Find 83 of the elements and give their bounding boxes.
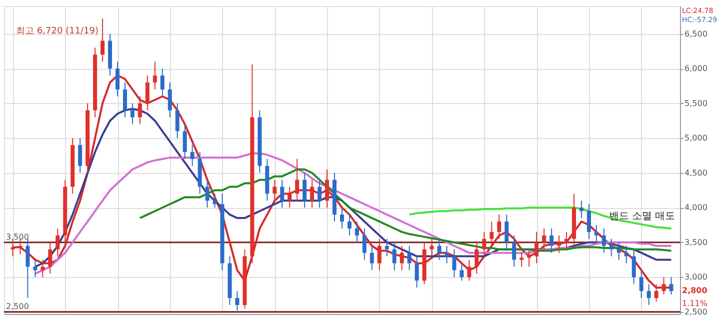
- ref-line-label: 2,500: [6, 302, 29, 311]
- candlestick: [190, 144, 194, 166]
- candlestick: [56, 228, 60, 257]
- candlestick: [100, 18, 105, 62]
- candlestick: [669, 276, 674, 296]
- candlestick: [542, 228, 546, 250]
- candlestick: [152, 61, 157, 90]
- candlestick: [370, 245, 374, 271]
- y-tick-label: 3,500: [684, 238, 708, 247]
- y-tick-label: 6,500: [684, 29, 708, 38]
- candlestick: [609, 238, 614, 257]
- candlestick: [40, 259, 45, 278]
- y-tick-label: 2,500: [684, 307, 708, 316]
- candlestick: [280, 179, 284, 208]
- candlestick: [160, 68, 164, 97]
- annotation: 밴드 소멸 매도: [608, 211, 676, 222]
- candlestick: [340, 207, 344, 229]
- candlestick: [482, 231, 486, 257]
- annotation: 최고 6,720 (11/19): [16, 26, 99, 37]
- candlestick: [182, 124, 187, 160]
- candlestick: [504, 214, 509, 250]
- candlestick: [497, 214, 502, 240]
- candlestick: [616, 242, 621, 260]
- candlestick: [430, 238, 434, 257]
- candlestick: [168, 82, 172, 118]
- candlestick: [78, 138, 82, 174]
- text: 1.11%: [682, 299, 708, 308]
- candlestick: [392, 242, 396, 271]
- candlestick: [48, 242, 52, 274]
- y-tick-label: 3,000: [684, 272, 708, 282]
- line-series: [34, 152, 672, 275]
- candlestick: [377, 238, 382, 271]
- candlestick: [318, 179, 322, 208]
- candlestick: [33, 259, 38, 278]
- candlestick: [116, 61, 120, 97]
- candlestick: [130, 102, 134, 125]
- candlestick: [212, 193, 217, 208]
- candlestick: [452, 248, 456, 278]
- candlestick: [602, 228, 606, 254]
- candlestick: [288, 186, 292, 208]
- candlestick: [557, 234, 562, 254]
- y-tick-label: 5,500: [684, 98, 708, 108]
- candlestick: [205, 179, 210, 208]
- candlestick: [564, 231, 568, 250]
- candlestick: [302, 172, 307, 208]
- candlestick: [594, 224, 598, 243]
- candlestick: [520, 252, 524, 268]
- candlestick: [624, 245, 628, 264]
- candlestick: [325, 168, 330, 208]
- candlestick: [175, 102, 180, 139]
- candlestick: [347, 214, 352, 236]
- y-tick-label: 6,000: [684, 64, 708, 74]
- candlestick: [639, 270, 644, 299]
- candlestick: [474, 242, 479, 274]
- candlestick: [138, 96, 142, 125]
- candlestick: [272, 179, 277, 202]
- candlestick: [310, 179, 314, 208]
- candlestick: [122, 82, 127, 118]
- candlestick: [235, 290, 240, 312]
- y-tick-label: 5,000: [684, 134, 708, 143]
- candlestick: [295, 158, 300, 202]
- candlestick: [467, 259, 472, 282]
- candlestick: [414, 256, 419, 288]
- candlestick: [490, 221, 494, 246]
- candlestick: [400, 245, 404, 271]
- candlestick: [512, 234, 516, 268]
- candlestick: [550, 228, 554, 254]
- candlestick: [362, 228, 366, 260]
- candlestick: [354, 221, 359, 243]
- candlestick: [437, 238, 442, 260]
- y-tick-label: 4,500: [684, 168, 708, 178]
- candlestick: [579, 200, 584, 219]
- candlestick: [460, 262, 464, 282]
- candlestick: [384, 238, 389, 257]
- candlestick: [632, 248, 636, 285]
- candlestick: [534, 231, 539, 264]
- text: 2,800: [682, 286, 708, 296]
- y-tick-label: 4,000: [684, 203, 708, 212]
- candlestick: [646, 284, 651, 306]
- candlestick: [444, 245, 449, 264]
- candlestick: [586, 204, 591, 240]
- candlestick: [407, 245, 412, 271]
- ref-line-label: 3,500: [6, 232, 29, 242]
